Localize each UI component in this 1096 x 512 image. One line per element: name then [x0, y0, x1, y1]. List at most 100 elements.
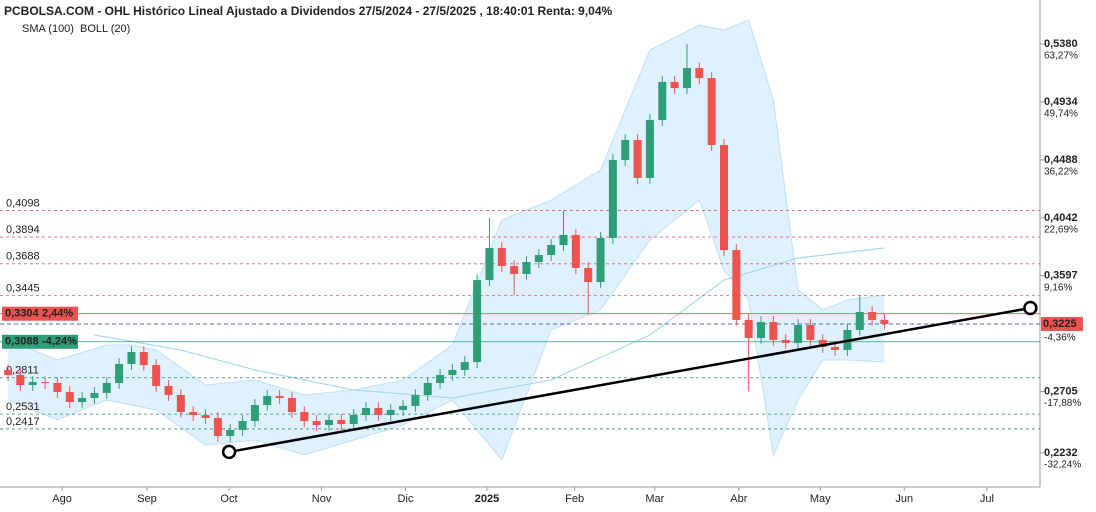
candle-body — [719, 144, 728, 251]
candle-body — [596, 237, 605, 283]
candle-body — [794, 325, 803, 343]
candle-body — [201, 415, 210, 419]
y-tick-label: 0,4042 — [1044, 212, 1078, 224]
candle-body — [275, 395, 284, 399]
band-layer — [7, 19, 885, 461]
candle-body — [608, 160, 617, 238]
level-change: -4,24% — [42, 336, 77, 348]
candle-body — [645, 120, 654, 178]
candle-body — [855, 312, 864, 330]
candle-body — [238, 421, 247, 430]
candle-body — [769, 322, 778, 340]
x-tick-label: Jun — [895, 493, 913, 505]
candle-body — [90, 392, 99, 399]
y-tick-label: 0,3597 — [1044, 270, 1078, 282]
candle-body — [682, 68, 691, 89]
candle-body — [300, 412, 309, 422]
candle-body — [4, 370, 13, 376]
candle-body — [362, 408, 371, 416]
candle-body — [880, 319, 889, 324]
candle-body — [732, 250, 741, 320]
y-tick-change: -32,24% — [1044, 460, 1081, 471]
candle-body — [781, 339, 790, 343]
y-tick-label: 0,2232 — [1044, 447, 1078, 459]
candle-body — [522, 262, 531, 274]
candle-body — [658, 81, 667, 121]
candle-body — [670, 81, 679, 89]
candle-body — [312, 421, 321, 426]
x-tick-label: Oct — [220, 493, 237, 505]
candle-body — [386, 409, 395, 416]
candle-body — [547, 244, 556, 255]
x-tick-label: Jul — [980, 493, 994, 505]
level-label: 0,2531 — [6, 401, 40, 413]
x-tick-label: Mar — [645, 493, 664, 505]
y-tick-label: 0,4488 — [1044, 154, 1078, 166]
candle-body — [16, 375, 25, 386]
candle-body — [176, 395, 185, 413]
y-tick-change: 36,22% — [1044, 167, 1078, 178]
x-tick-label: 2025 — [475, 493, 499, 505]
chart-title: PCBOLSA.COM - OHL Histórico Lineal Ajust… — [4, 4, 613, 18]
level-label: 0,4098 — [6, 197, 40, 209]
legend-sma: SMA (100) — [22, 23, 74, 35]
x-tick-label: Ago — [52, 493, 72, 505]
candle-body — [78, 398, 87, 403]
candle-body — [559, 234, 568, 245]
candle-body — [448, 369, 457, 376]
candle-body — [633, 140, 642, 178]
candle-body — [337, 419, 346, 424]
candle-body — [485, 247, 494, 281]
band-fill — [8, 20, 885, 460]
candle-body — [621, 140, 630, 161]
candle-body — [510, 266, 519, 274]
y-tick-label: 0,2705 — [1044, 385, 1078, 397]
candle-body — [473, 280, 482, 363]
level-label: 0,3894 — [6, 224, 40, 236]
candle-body — [707, 78, 716, 145]
candle-body — [423, 382, 432, 396]
level-label: 0,3688 — [6, 251, 40, 263]
x-tick-label: Feb — [565, 493, 584, 505]
legend-boll: BOLL (20) — [80, 23, 130, 35]
trendline-handle — [221, 444, 237, 460]
candle-body — [695, 68, 704, 79]
candle-body — [226, 429, 235, 436]
candle-body — [28, 382, 37, 386]
level-label: 0,2811 — [6, 365, 39, 377]
candle-body — [324, 419, 333, 426]
candle-body — [757, 322, 766, 339]
x-tick-label: Abr — [730, 493, 747, 505]
candle-body — [189, 412, 198, 416]
candle-body — [436, 375, 445, 383]
y-tick-label: 0,4934 — [1044, 96, 1079, 108]
candle-body — [744, 319, 753, 339]
last-change: -4,36% — [1044, 333, 1076, 344]
x-tick-label: Nov — [312, 493, 332, 505]
x-tick-label: Sep — [137, 493, 157, 505]
trendline-handle — [1023, 300, 1038, 316]
y-tick-change: 22,69% — [1044, 224, 1078, 235]
candle-body — [152, 365, 161, 386]
candle-body — [287, 398, 296, 413]
level-label: 0,2417 — [6, 416, 40, 428]
y-tick-change: -17,88% — [1044, 398, 1081, 409]
x-tick-label: May — [810, 493, 831, 505]
candle-body — [263, 395, 272, 406]
level-label: 0,3304 — [5, 308, 40, 320]
trendline — [228, 306, 1031, 454]
level-box — [2, 334, 78, 349]
candle-body — [41, 382, 50, 384]
x-tick-label: Dic — [398, 493, 414, 505]
y-tick-change: 49,74% — [1044, 109, 1078, 120]
level-label: 0,3088 — [5, 336, 39, 348]
candle-body — [806, 325, 815, 340]
candle-body — [139, 352, 148, 366]
candle-body — [164, 385, 173, 396]
level-label: 0,3445 — [6, 282, 40, 294]
band-lower — [7, 199, 885, 461]
candle-body — [818, 339, 827, 347]
candle-body — [831, 346, 840, 350]
